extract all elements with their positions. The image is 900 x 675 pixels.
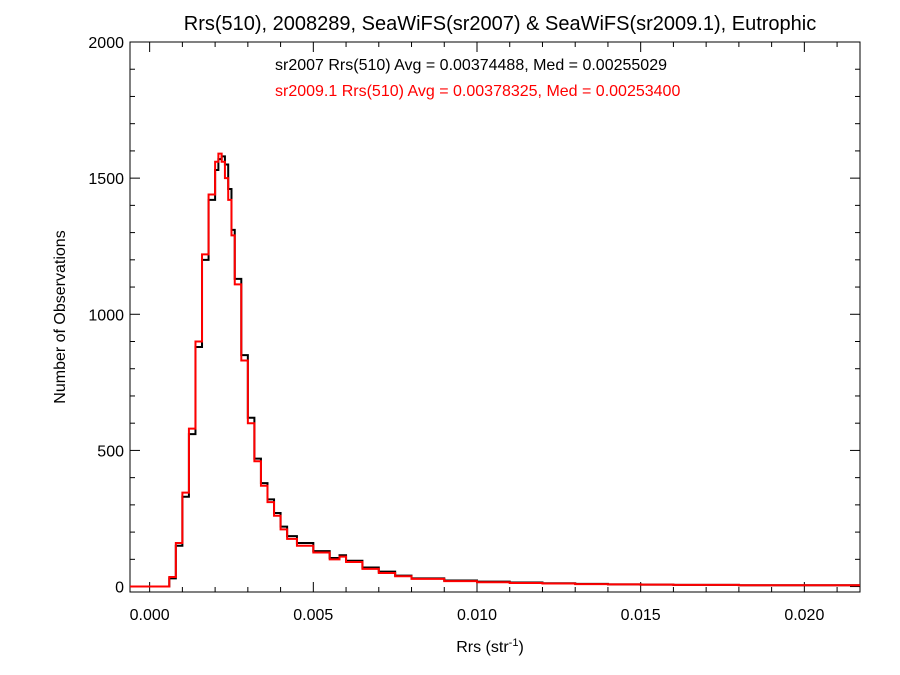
y-tick-label: 0 xyxy=(115,580,124,597)
x-axis-ticks: 0.000 0.005 0.010 0.015 0.020 xyxy=(130,42,838,624)
x-axis-label: Rrs (str-1) xyxy=(456,637,524,656)
x-tick-label: 0.010 xyxy=(457,607,497,624)
series-line-2 xyxy=(130,152,860,588)
annotation-2: sr2009.1 Rrs(510) Avg = 0.00378325, Med … xyxy=(275,83,680,100)
plot-frame xyxy=(129,41,861,593)
chart-title: Rrs(510), 2008289, SeaWiFS(sr2007) & Sea… xyxy=(184,13,817,35)
series-line-1 xyxy=(130,155,860,588)
x-tick-label: 0.000 xyxy=(130,607,170,624)
y-axis-label: Number of Observations xyxy=(52,230,69,403)
y-tick-label: 2000 xyxy=(88,35,124,52)
x-tick-label: 0.005 xyxy=(293,607,333,624)
annotations: sr2007 Rrs(510) Avg = 0.00374488, Med = … xyxy=(275,57,680,100)
x-tick-label: 0.020 xyxy=(784,607,824,624)
y-tick-label: 500 xyxy=(97,443,124,460)
x-tick-label: 0.015 xyxy=(621,607,661,624)
y-tick-label: 1000 xyxy=(88,307,124,324)
y-tick-label: 1500 xyxy=(88,171,124,188)
annotation-1: sr2007 Rrs(510) Avg = 0.00374488, Med = … xyxy=(275,57,667,74)
y-axis-ticks: 0 500 1000 1500 2000 xyxy=(88,35,860,597)
series-layer xyxy=(130,152,860,588)
